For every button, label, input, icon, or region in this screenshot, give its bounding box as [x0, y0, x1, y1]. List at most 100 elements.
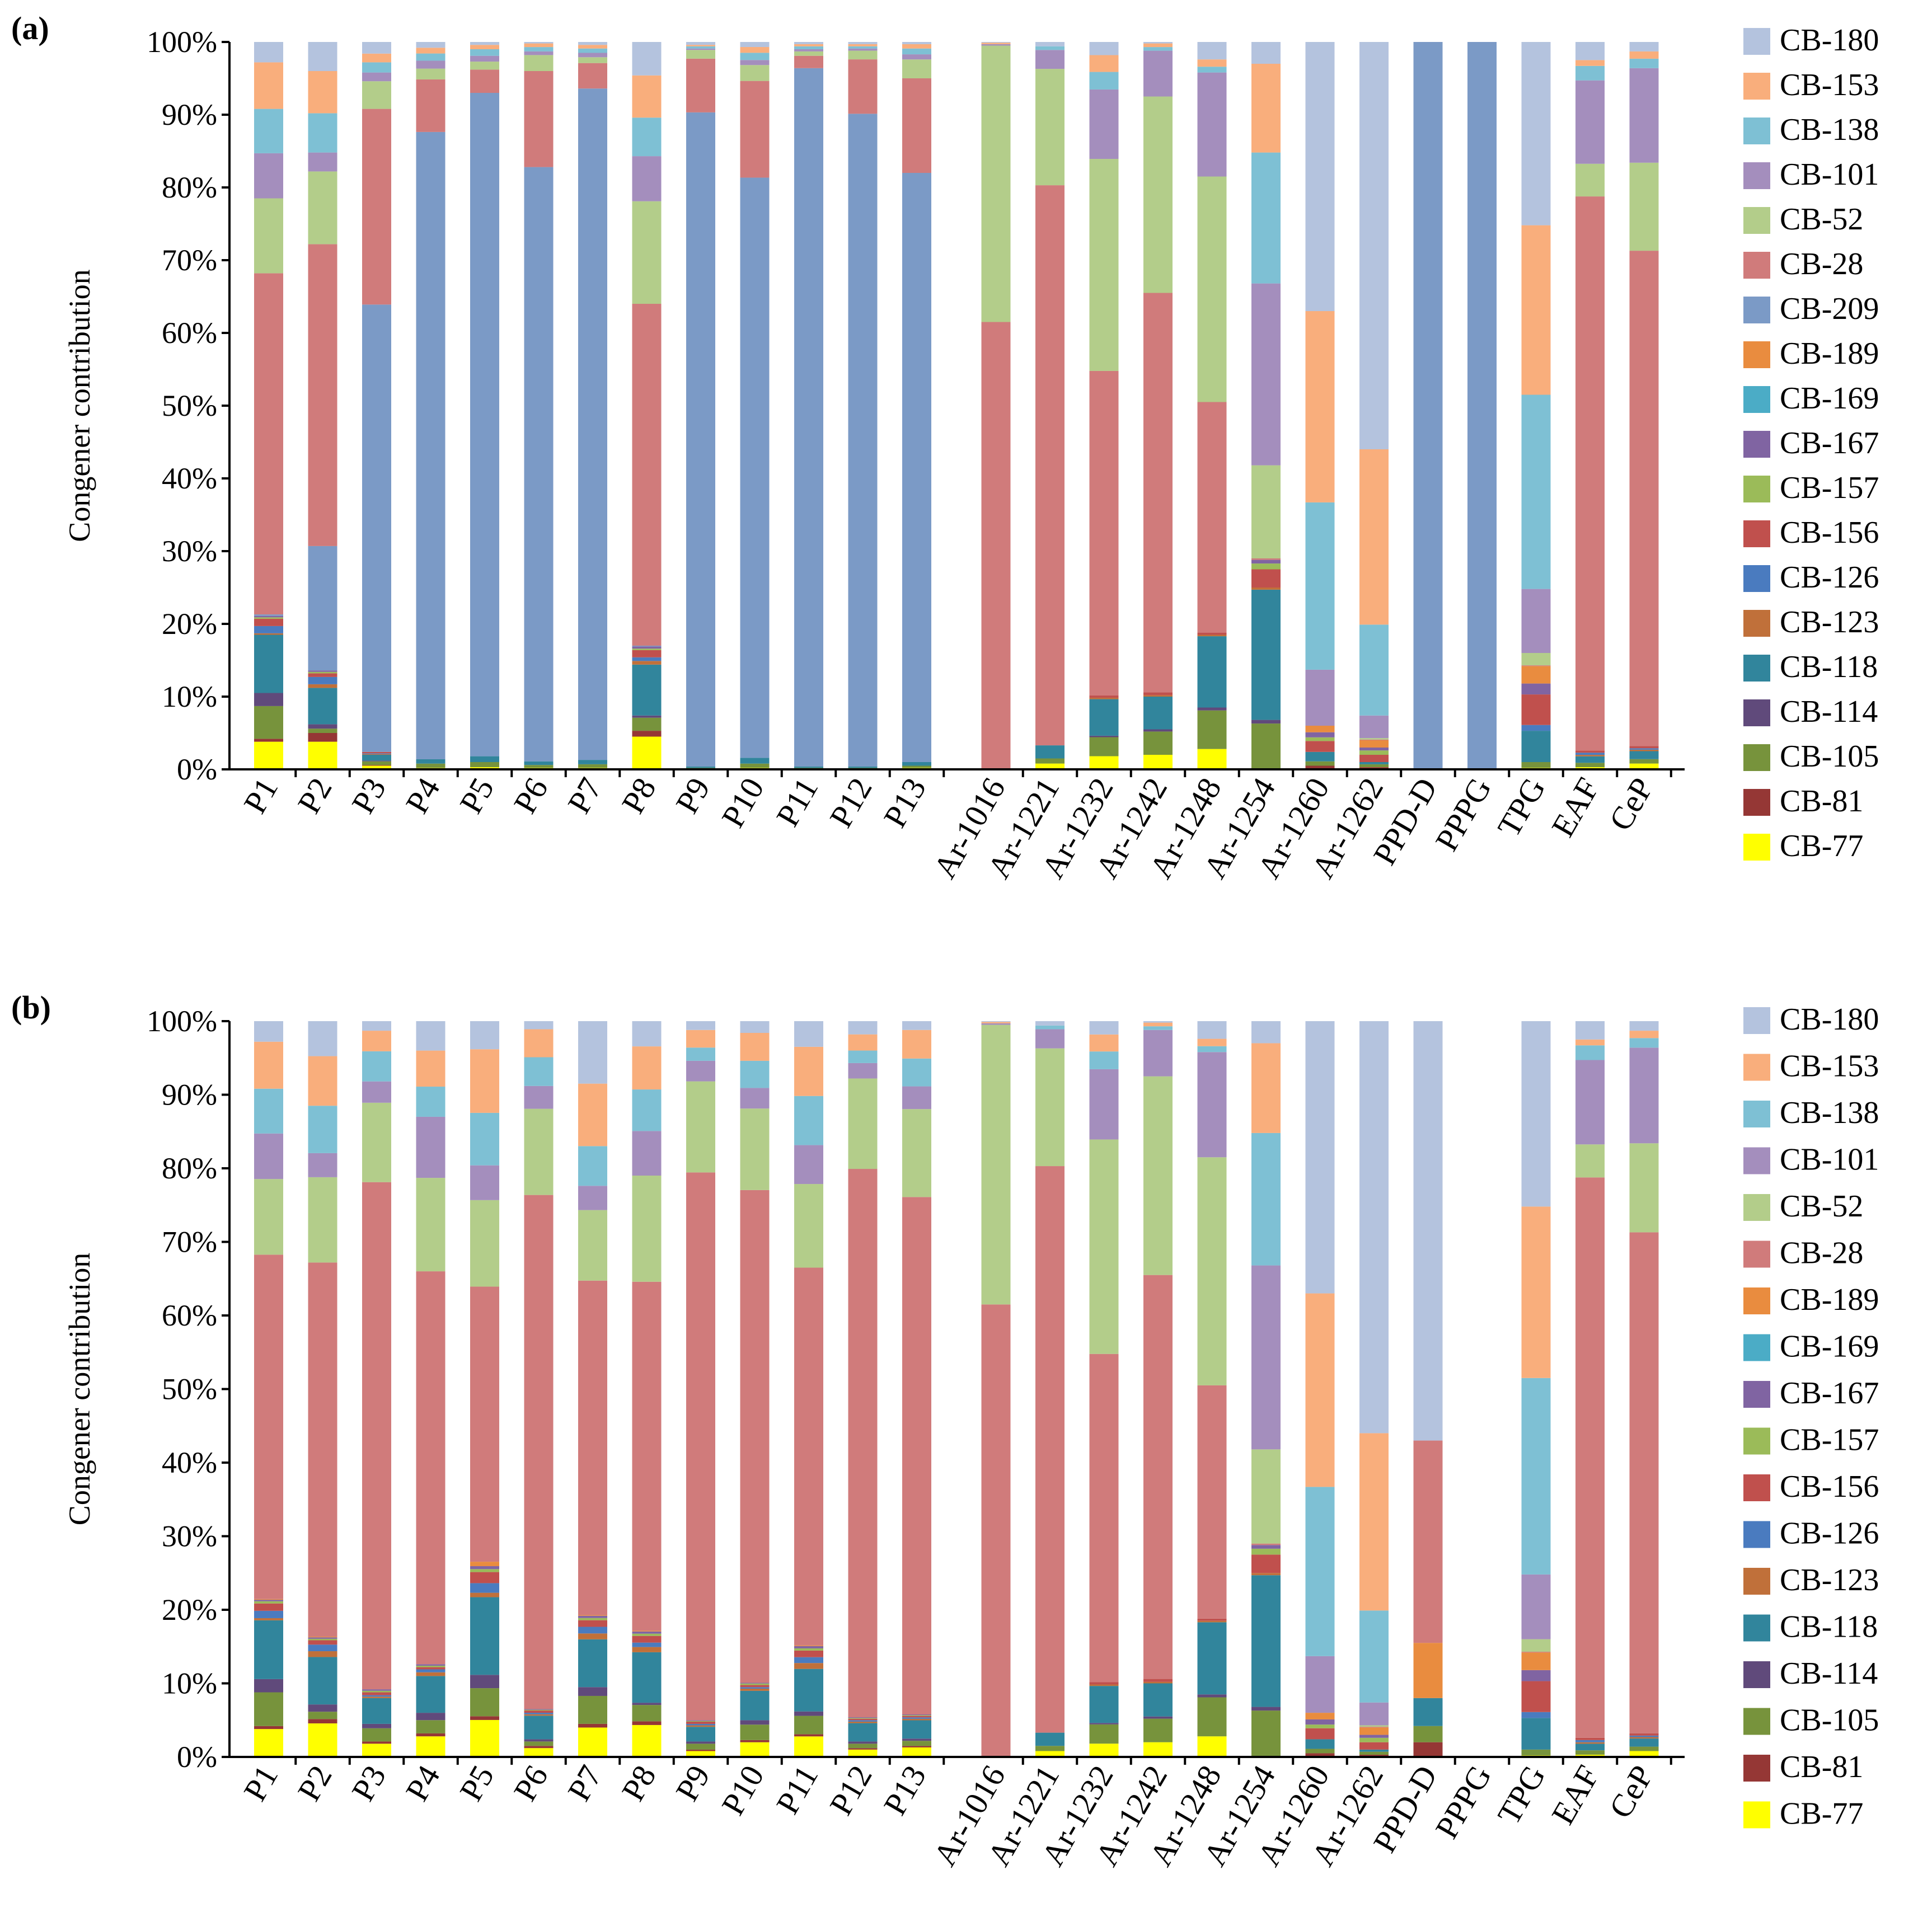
- bar-segment-b-p3-cb-126: [362, 1695, 391, 1697]
- bar-segment-b-cep-cb-52: [1629, 1143, 1659, 1233]
- bar-segment-b-p4-cb-156: [416, 1667, 446, 1670]
- bar-segment-a-ar-1262-cb-105: [1359, 764, 1389, 768]
- bar-segment-b-p13-cb-114: [902, 1738, 931, 1741]
- bar-segment-a-p10-cb-118: [740, 758, 770, 764]
- bar-segment-b-p3-cb-157: [362, 1690, 391, 1693]
- bar-segment-b-p10-cb-123: [740, 1688, 770, 1691]
- bar-segment-a-p1-cb-180: [254, 42, 283, 63]
- category-label-a-p11: P11: [769, 772, 825, 833]
- bar-segment-b-p4-cb-77: [416, 1736, 446, 1757]
- legend-swatch-b-cb-180: [1743, 1007, 1770, 1034]
- bar-segment-b-cep-cb-138: [1629, 1038, 1659, 1048]
- bar-segment-b-p10-cb-157: [740, 1683, 770, 1685]
- bar-segment-b-tpg-cb-105: [1521, 1749, 1551, 1756]
- bar-segment-b-ar-1262-cb-105: [1359, 1751, 1389, 1755]
- bar-segment-a-p8-cb-28: [632, 304, 662, 646]
- bar-segment-a-p5-cb-209: [470, 93, 499, 756]
- bar-segment-b-cep-cb-28: [1629, 1232, 1659, 1733]
- bar-segment-a-ar-1242-cb-52: [1143, 96, 1173, 293]
- bar-segment-b-p7-cb-156: [578, 1620, 607, 1627]
- bar-segment-b-p11-cb-114: [794, 1711, 823, 1716]
- bar-segment-a-cep-cb-101: [1629, 68, 1659, 163]
- category-label-a-p12: P12: [822, 772, 879, 834]
- bar-segment-a-p6-cb-209: [524, 167, 554, 762]
- legend-label-b-cb-77: CB-77: [1780, 1797, 1863, 1831]
- legend-swatch-b-cb-101: [1743, 1147, 1770, 1174]
- bar-segment-a-ar-1262-cb-157: [1359, 750, 1389, 755]
- bar-segment-b-tpg-cb-167: [1521, 1670, 1551, 1681]
- bar-segment-a-p12-cb-118: [848, 766, 878, 768]
- y-tick-label-b-100: 100%: [147, 1004, 217, 1038]
- bar-segment-a-ar-1260-cb-101: [1305, 669, 1335, 726]
- bar-segment-b-ar-1260-cb-156: [1305, 1728, 1335, 1740]
- bar-segment-b-p5-cb-28: [470, 1286, 499, 1562]
- legend-swatch-b-cb-189: [1743, 1287, 1770, 1314]
- y-tick-label-b-30: 30%: [162, 1520, 217, 1553]
- bar-segment-b-p10-cb-77: [740, 1742, 770, 1757]
- bar-segment-a-p3-cb-156: [362, 751, 391, 754]
- bar-segment-b-ar-1262-cb-118: [1359, 1749, 1389, 1752]
- bar-segment-b-ar-1254-cb-138: [1251, 1132, 1281, 1266]
- bar-segment-b-p11-cb-118: [794, 1669, 823, 1712]
- bar-segment-b-eaf-cb-105: [1575, 1750, 1605, 1755]
- bar-segment-b-p6-cb-81: [524, 1746, 554, 1749]
- y-tick-label-b-50: 50%: [162, 1373, 217, 1406]
- panel-a-y-axis-title: Congener contribution: [63, 269, 96, 542]
- bar-segment-b-tpg-cb-101: [1521, 1574, 1551, 1639]
- panel-a-bars: [254, 42, 1659, 769]
- bar-segment-b-p9-cb-81: [686, 1749, 715, 1751]
- bar-segment-a-p11-cb-52: [794, 51, 823, 56]
- legend-label-b-cb-153: CB-153: [1780, 1049, 1879, 1084]
- legend-label-a-cb-114: CB-114: [1780, 694, 1878, 729]
- bar-segment-a-ar-1254-cb-153: [1251, 64, 1281, 153]
- bar-segment-b-p8-cb-123: [632, 1647, 662, 1652]
- bar-segment-b-ar-1221-cb-180: [1035, 1021, 1065, 1026]
- category-label-a-p3: P3: [344, 772, 393, 820]
- legend-label-b-cb-105: CB-105: [1780, 1703, 1879, 1738]
- bar-segment-a-ar-1260-cb-167: [1305, 732, 1335, 737]
- bar-segment-b-p5-cb-105: [470, 1688, 499, 1717]
- bar-segment-a-ar-1260-cb-189: [1305, 726, 1335, 732]
- category-label-a-p1: P1: [236, 772, 285, 820]
- legend-label-b-cb-156: CB-156: [1780, 1469, 1879, 1504]
- bar-segment-b-p5-cb-157: [470, 1569, 499, 1572]
- bar-segment-a-p3-cb-77: [362, 765, 391, 769]
- bar-segment-a-ar-1242-cb-101: [1143, 50, 1173, 97]
- bar-segment-b-p2-cb-114: [308, 1704, 337, 1712]
- bar-segment-b-p1-cb-167: [254, 1600, 283, 1601]
- bar-segment-a-ar-1260-cb-157: [1305, 737, 1335, 741]
- bar-segment-b-p13-cb-167: [902, 1714, 931, 1716]
- bar-segment-b-p2-cb-138: [308, 1106, 337, 1153]
- bar-segment-a-ar-1248-cb-28: [1197, 402, 1227, 633]
- y-tick-label-b-70: 70%: [162, 1225, 217, 1259]
- bar-segment-a-ar-1260-cb-105: [1305, 761, 1335, 766]
- bar-segment-b-eaf-cb-52: [1575, 1144, 1605, 1178]
- bar-segment-b-ar-1260-cb-189: [1305, 1713, 1335, 1719]
- bar-segment-a-p9-cb-28: [686, 58, 715, 112]
- bar-segment-b-ar-1232-cb-77: [1089, 1744, 1119, 1757]
- bar-segment-a-ar-1262-cb-189: [1359, 740, 1389, 748]
- bar-segment-b-ar-1254-cb-180: [1251, 1021, 1281, 1044]
- legend-label-a-cb-169: CB-169: [1780, 381, 1879, 416]
- bar-segment-b-p4-cb-28: [416, 1271, 446, 1665]
- bar-segment-b-p11-cb-105: [794, 1716, 823, 1735]
- bar-segment-a-p12-cb-209: [848, 114, 878, 767]
- bar-segment-a-p4-cb-118: [416, 759, 446, 764]
- bar-segment-b-p6-cb-52: [524, 1108, 554, 1195]
- bar-segment-a-p2-cb-153: [308, 71, 337, 114]
- bar-segment-a-ar-1242-cb-180: [1143, 42, 1173, 44]
- bar-segment-a-eaf-cb-156: [1575, 750, 1605, 753]
- category-label-a-p9: P9: [668, 772, 717, 820]
- legend-swatch-b-cb-118: [1743, 1614, 1770, 1642]
- category-label-b-p8: P8: [615, 1759, 663, 1807]
- bar-segment-a-p1-cb-126: [254, 626, 283, 633]
- bar-segment-b-p2-cb-123: [308, 1651, 337, 1657]
- legend-swatch-b-cb-105: [1743, 1708, 1770, 1735]
- category-label-a-p5: P5: [452, 772, 501, 820]
- y-tick-label-a-70: 70%: [162, 243, 217, 277]
- bar-segment-a-p5-cb-118: [470, 756, 499, 762]
- bar-segment-b-p7-cb-114: [578, 1687, 607, 1696]
- bar-segment-b-p12-cb-138: [848, 1050, 878, 1063]
- category-label-b-p2: P2: [290, 1759, 339, 1807]
- y-tick-label-a-30: 30%: [162, 534, 217, 568]
